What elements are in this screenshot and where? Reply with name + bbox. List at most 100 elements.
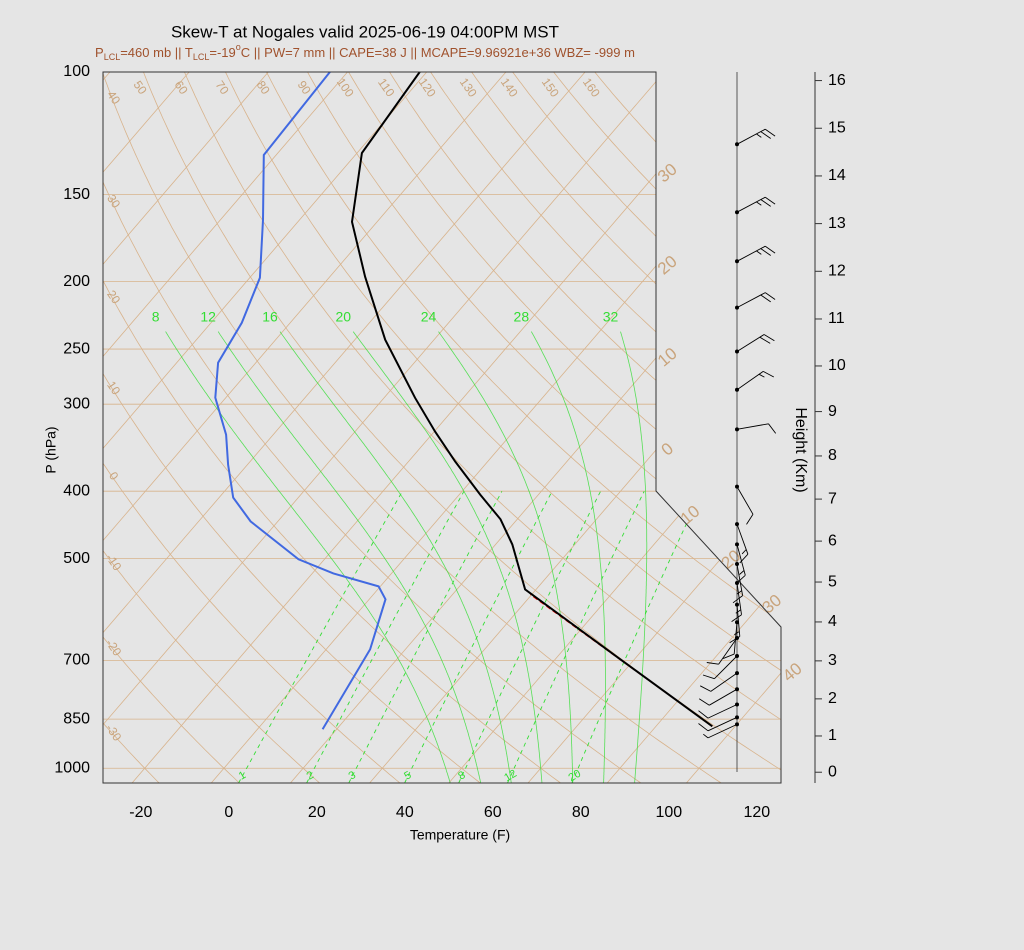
y-tick-label: 700 — [63, 652, 90, 669]
dewpoint-line — [214, 72, 387, 730]
x-tick-label: 40 — [396, 804, 414, 821]
moist-adiabat-label: 12 — [200, 309, 216, 325]
wind-level-dot — [735, 715, 739, 720]
mixing-ratio-label: 2 — [305, 769, 316, 782]
y2-tick-label: 0 — [828, 763, 837, 780]
moist-adiabat — [620, 331, 648, 783]
wind-barb — [698, 688, 738, 706]
wind-level-dot — [735, 602, 739, 607]
wind-barb — [736, 486, 754, 525]
mixing-ratio-label: 12 — [502, 768, 519, 785]
isotherm — [527, 72, 781, 783]
dry-adiabat — [103, 72, 561, 783]
moist-adiabat-label: 8 — [152, 309, 160, 325]
x-axis-label: Temperature (F) — [410, 827, 510, 843]
x-tick-label: 80 — [572, 804, 590, 821]
wind-level-dot — [735, 654, 739, 659]
wind-level-dot — [735, 387, 739, 392]
y-tick-label: 400 — [63, 482, 90, 499]
subtitle-part: C || PW=7 mm || CAPE=38 J || MCAPE=9.969… — [241, 45, 635, 60]
subtitle-part: =460 mb || T — [120, 45, 193, 60]
y2-tick-label: 14 — [828, 167, 846, 184]
profiles — [214, 72, 713, 730]
wind-level-dot — [735, 562, 739, 567]
x-tick-label: -20 — [129, 804, 152, 821]
wind-barb — [736, 245, 776, 262]
subtitle-part: =-19 — [209, 45, 235, 60]
plot-frame — [102, 71, 782, 784]
wind-level-dot — [735, 349, 739, 354]
wind-barb — [732, 564, 744, 604]
moist-adiabat — [165, 331, 451, 783]
y-tick-label: 1000 — [54, 759, 90, 776]
x-tick-label: 60 — [484, 804, 502, 821]
dry-adiabat — [103, 72, 320, 783]
y2-tick-label: 2 — [828, 690, 837, 707]
wind-level-dot — [735, 427, 739, 432]
moist-adiabat — [438, 331, 574, 783]
mixing-ratio-line — [507, 491, 645, 783]
moist-adiabat-label: 28 — [514, 309, 530, 325]
y-tick-label: 150 — [63, 186, 90, 203]
isotherm — [103, 72, 586, 783]
y2-tick-label: 7 — [828, 490, 837, 507]
x-tick-label: 120 — [743, 804, 770, 821]
wind-barb — [736, 371, 775, 391]
dry-adiabat — [103, 72, 722, 783]
y2-tick-label: 4 — [828, 613, 837, 630]
wind-barb — [702, 655, 738, 680]
isotherm — [103, 72, 269, 783]
wind-level-dot — [735, 142, 739, 147]
wind-level-dot — [735, 687, 739, 692]
y-axis-label: P (hPa) — [43, 426, 59, 473]
dry-adiabat — [103, 72, 240, 783]
wind-level-dot — [735, 702, 739, 707]
isotherm — [103, 72, 665, 783]
wind-level-dot — [735, 635, 739, 640]
subtitle-part: P — [95, 45, 104, 60]
mixing-ratio-label: 5 — [402, 769, 413, 782]
x-tick-label: 20 — [308, 804, 326, 821]
y-tick-label: 300 — [63, 395, 90, 412]
dry-adiabat — [348, 72, 781, 783]
mixing-ratio-line — [306, 491, 465, 783]
moist-adiabat — [530, 331, 606, 783]
wind-level-dot — [735, 305, 739, 310]
isotherm — [606, 72, 781, 783]
dry-adiabat — [103, 72, 401, 783]
wind-level-dot — [735, 259, 739, 264]
mixing-ratio-line — [571, 491, 703, 783]
wind-level-dot — [735, 210, 739, 215]
wind-level-dot — [735, 522, 739, 527]
wind-level-dot — [735, 484, 739, 489]
moist-adiabat — [279, 331, 512, 783]
wind-barb — [699, 672, 738, 692]
wind-level-dot — [735, 620, 739, 625]
dry-adiabat — [307, 72, 781, 783]
wind-barb — [736, 292, 776, 308]
isotherm — [103, 72, 428, 783]
wind-barb — [736, 196, 776, 213]
mixing-ratio-line — [458, 491, 601, 783]
dry-adiabat — [266, 72, 781, 783]
subtitle-part: o — [236, 42, 241, 52]
wind-level-dot — [735, 542, 739, 547]
dry-adiabat — [512, 72, 781, 783]
dry-adiabat — [225, 72, 781, 783]
moist-adiabat-label: 16 — [262, 309, 278, 325]
isotherm — [131, 72, 744, 783]
mixing-ratio-label: 3 — [347, 769, 358, 782]
wind-barb — [698, 716, 738, 732]
dry-adiabat — [103, 72, 642, 783]
y-tick-label: 250 — [63, 340, 90, 357]
y2-axis-label: Height (Km) — [792, 407, 809, 492]
chart-title: Skew-T at Nogales valid 2025-06-19 04:00… — [171, 22, 559, 41]
y2-tick-label: 13 — [828, 215, 846, 232]
y2-tick-label: 1 — [828, 727, 837, 744]
y-tick-label: 500 — [63, 550, 90, 567]
wind-barb — [736, 423, 777, 434]
wind-barb — [736, 128, 776, 145]
x-tick-label: 100 — [655, 804, 682, 821]
